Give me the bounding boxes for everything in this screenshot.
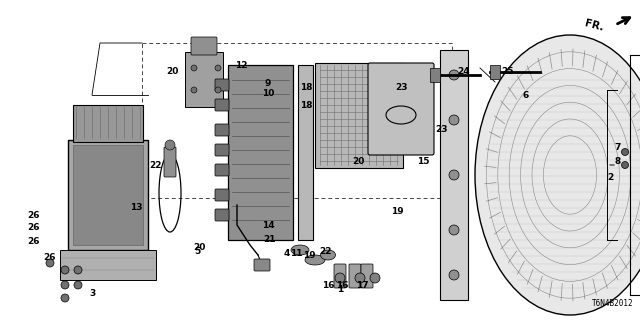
FancyBboxPatch shape (349, 264, 361, 288)
Text: 23: 23 (395, 84, 407, 92)
Text: 24: 24 (458, 68, 470, 76)
FancyBboxPatch shape (185, 52, 223, 107)
Circle shape (370, 273, 380, 283)
Bar (142, 43, 452, 198)
Ellipse shape (291, 245, 309, 255)
Text: 9: 9 (265, 79, 271, 89)
Text: 22: 22 (319, 247, 332, 257)
Circle shape (449, 225, 459, 235)
Text: 17: 17 (356, 281, 368, 290)
Text: 20: 20 (352, 157, 364, 166)
Circle shape (74, 266, 82, 274)
Text: T6N4B2012: T6N4B2012 (591, 299, 633, 308)
FancyBboxPatch shape (298, 65, 313, 240)
Text: 8: 8 (615, 157, 621, 166)
Circle shape (165, 140, 175, 150)
FancyBboxPatch shape (215, 99, 229, 111)
Text: 4: 4 (284, 250, 290, 259)
FancyBboxPatch shape (440, 50, 468, 300)
Text: 5: 5 (194, 247, 200, 257)
Text: 11: 11 (290, 250, 302, 259)
Circle shape (215, 65, 221, 71)
Text: 19: 19 (390, 207, 403, 217)
Text: 25: 25 (502, 68, 515, 76)
Circle shape (449, 70, 459, 80)
Ellipse shape (475, 35, 640, 315)
Text: 7: 7 (615, 143, 621, 153)
Text: 23: 23 (436, 125, 448, 134)
Text: 21: 21 (263, 236, 275, 244)
Text: FR.: FR. (584, 19, 605, 33)
FancyBboxPatch shape (490, 65, 500, 79)
Circle shape (191, 87, 197, 93)
Circle shape (621, 162, 628, 169)
Text: 19: 19 (303, 251, 316, 260)
FancyBboxPatch shape (215, 209, 229, 221)
Circle shape (449, 270, 459, 280)
FancyBboxPatch shape (215, 144, 229, 156)
FancyBboxPatch shape (430, 68, 440, 82)
Text: 16: 16 (322, 281, 334, 290)
FancyBboxPatch shape (254, 259, 270, 271)
Text: 18: 18 (300, 100, 312, 109)
Circle shape (449, 115, 459, 125)
Text: 3: 3 (89, 290, 95, 299)
FancyBboxPatch shape (215, 164, 229, 176)
Text: 18: 18 (300, 84, 312, 92)
Text: 16: 16 (336, 281, 348, 290)
FancyBboxPatch shape (191, 37, 217, 55)
FancyBboxPatch shape (215, 79, 229, 91)
Circle shape (46, 259, 54, 267)
Text: 13: 13 (130, 204, 142, 212)
Text: 26: 26 (27, 223, 39, 233)
Ellipse shape (321, 250, 335, 260)
Text: 2: 2 (607, 173, 613, 182)
Text: 26: 26 (27, 211, 39, 220)
Text: 26: 26 (27, 236, 39, 245)
Circle shape (215, 87, 221, 93)
Circle shape (621, 148, 628, 156)
Circle shape (74, 281, 82, 289)
FancyBboxPatch shape (368, 63, 434, 155)
Circle shape (355, 273, 365, 283)
Text: 10: 10 (262, 90, 274, 99)
FancyBboxPatch shape (361, 264, 373, 288)
Text: 20: 20 (193, 244, 205, 252)
FancyBboxPatch shape (164, 147, 176, 177)
Circle shape (61, 266, 69, 274)
Text: 22: 22 (148, 161, 161, 170)
FancyBboxPatch shape (68, 140, 148, 250)
Circle shape (449, 170, 459, 180)
Circle shape (61, 294, 69, 302)
Ellipse shape (305, 255, 325, 265)
FancyBboxPatch shape (215, 124, 229, 136)
Text: 15: 15 (417, 157, 429, 166)
FancyBboxPatch shape (215, 189, 229, 201)
Circle shape (61, 281, 69, 289)
Text: 1: 1 (337, 285, 343, 294)
FancyBboxPatch shape (315, 63, 403, 168)
Text: 6: 6 (523, 91, 529, 100)
Circle shape (335, 273, 345, 283)
Text: 12: 12 (235, 60, 247, 69)
FancyBboxPatch shape (60, 250, 156, 280)
Text: 20: 20 (166, 68, 178, 76)
FancyBboxPatch shape (73, 105, 143, 142)
Text: 26: 26 (44, 253, 56, 262)
Circle shape (191, 65, 197, 71)
Text: 14: 14 (262, 220, 275, 229)
FancyBboxPatch shape (228, 65, 293, 240)
FancyBboxPatch shape (73, 145, 143, 245)
FancyBboxPatch shape (334, 264, 346, 288)
